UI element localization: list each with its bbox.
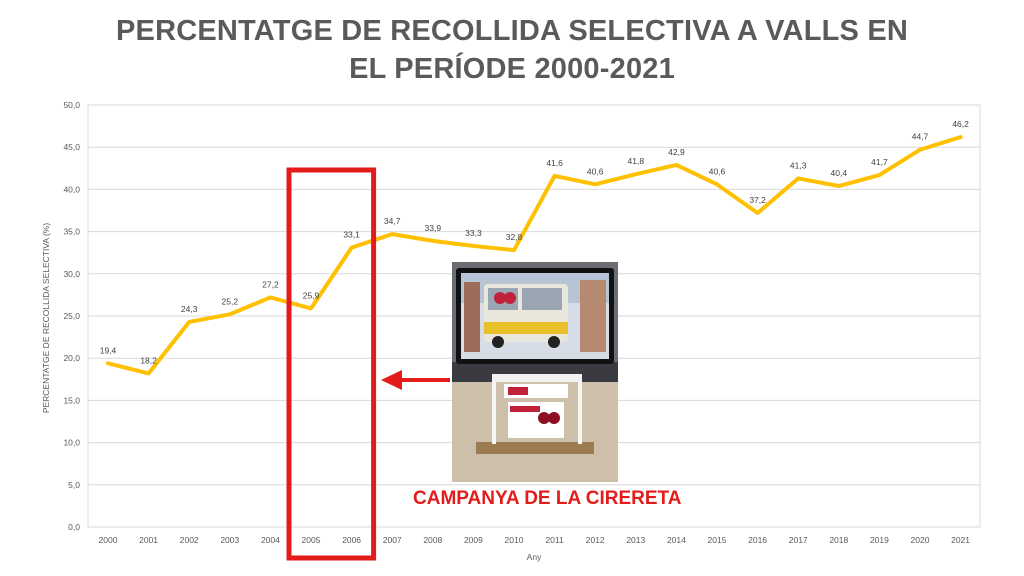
y-axis-title: PERCENTATGE DE RECOLLIDA SELECTIVA (%) — [41, 222, 51, 414]
y-tick-label: 15,0 — [63, 395, 80, 405]
x-tick-label: 2016 — [748, 535, 767, 545]
y-tick-label: 5,0 — [68, 480, 80, 490]
x-tick-label: 2010 — [505, 535, 524, 545]
x-tick-label: 2012 — [586, 535, 605, 545]
x-tick-label: 2007 — [383, 535, 402, 545]
x-tick-label: 2001 — [139, 535, 158, 545]
arrow-head-icon — [381, 370, 402, 390]
data-label: 33,3 — [465, 228, 482, 238]
data-label: 33,1 — [343, 230, 360, 240]
x-tick-label: 2002 — [180, 535, 199, 545]
x-tick-label: 2021 — [951, 535, 970, 545]
x-tick-label: 2013 — [626, 535, 645, 545]
y-tick-label: 0,0 — [68, 522, 80, 532]
data-label: 40,6 — [709, 166, 726, 176]
x-tick-label: 2004 — [261, 535, 280, 545]
data-label: 44,7 — [912, 132, 929, 142]
x-tick-label: 2017 — [789, 535, 808, 545]
x-tick-label: 2003 — [220, 535, 239, 545]
data-label: 41,6 — [546, 158, 563, 168]
x-axis-title: Any — [526, 552, 542, 562]
x-tick-label: 2018 — [829, 535, 848, 545]
data-label: 33,9 — [425, 223, 442, 233]
y-tick-label: 35,0 — [63, 227, 80, 237]
data-label: 40,4 — [831, 168, 848, 178]
x-tick-label: 2015 — [708, 535, 727, 545]
data-label: 24,3 — [181, 304, 198, 314]
x-tick-label: 2006 — [342, 535, 361, 545]
x-tick-label: 2005 — [302, 535, 321, 545]
chart-title: PERCENTATGE DE RECOLLIDA SELECTIVA A VAL… — [0, 12, 1024, 88]
data-label: 25,9 — [303, 290, 320, 300]
plot-area-border — [87, 104, 981, 528]
data-label: 41,3 — [790, 160, 807, 170]
x-tick-labels: 2000 2001 2002 2003 2004 2005 2006 2007 2008 2009… — [99, 535, 971, 545]
data-series — [106, 135, 963, 376]
y-tick-label: 45,0 — [63, 142, 80, 152]
series-line — [106, 135, 963, 376]
y-tick-label: 40,0 — [63, 184, 80, 194]
data-label: 37,2 — [749, 195, 766, 205]
data-label: 42,9 — [668, 147, 685, 157]
campaign-highlight-box — [286, 167, 377, 561]
data-label: 41,7 — [871, 157, 888, 167]
data-label: 27,2 — [262, 279, 279, 289]
data-label: 25,2 — [222, 296, 239, 306]
y-tick-label: 30,0 — [63, 269, 80, 279]
x-tick-label: 2000 — [99, 535, 118, 545]
x-tick-label: 2011 — [545, 535, 564, 545]
axes — [87, 104, 981, 528]
campaign-photo — [452, 262, 618, 482]
y-tick-label: 10,0 — [63, 438, 80, 448]
x-tick-label: 2020 — [911, 535, 930, 545]
data-label: 46,2 — [952, 119, 969, 129]
data-label: 18,2 — [140, 355, 157, 365]
y-tick-label: 50,0 — [63, 100, 80, 110]
data-label: 40,6 — [587, 166, 604, 176]
data-label: 41,8 — [628, 156, 645, 166]
data-label: 34,7 — [384, 216, 401, 226]
data-label: 32,8 — [506, 232, 523, 242]
x-tick-label: 2009 — [464, 535, 483, 545]
annotation-layer — [286, 167, 450, 561]
x-tick-label: 2008 — [423, 535, 442, 545]
bus-stop-model-image — [452, 262, 618, 482]
data-labels: 19,4 18,2 24,3 25,2 27,2 25,9 33,1 34,7 33,9 33,3… — [100, 119, 969, 365]
data-label: 19,4 — [100, 345, 117, 355]
chart-title-line-1: PERCENTATGE DE RECOLLIDA SELECTIVA A VAL… — [115, 15, 909, 47]
y-tick-labels: 0,0 5,0 10,0 15,0 20,0 25,0 30,0 35,0 40,0 45,0 50… — [63, 100, 80, 532]
y-tick-label: 20,0 — [63, 353, 80, 363]
x-tick-label: 2019 — [870, 535, 889, 545]
campaign-label: CAMPANYA DE LA CIRERETA — [413, 488, 682, 509]
x-tick-label: 2014 — [667, 535, 686, 545]
chart-title-line-2: EL PERÍODE 2000-2021 — [349, 53, 675, 85]
y-tick-label: 25,0 — [63, 311, 80, 321]
